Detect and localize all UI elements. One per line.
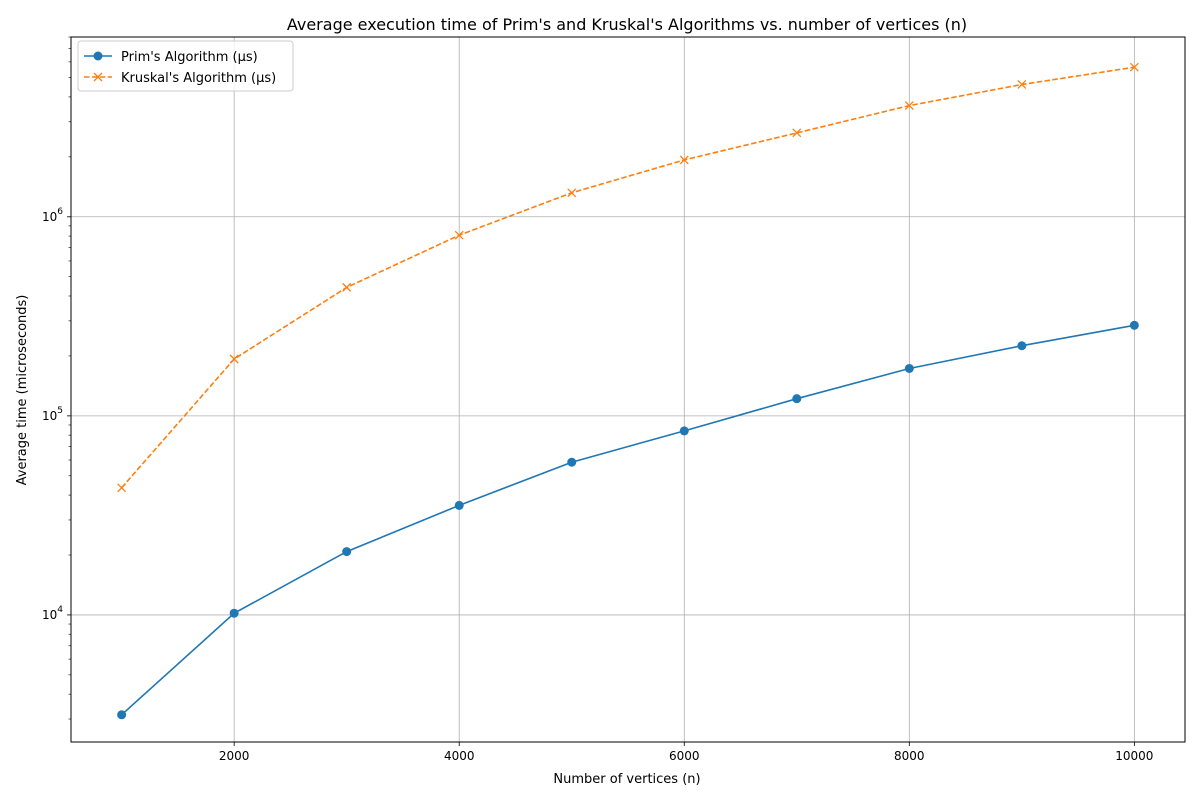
legend-prim-marker [93,51,103,61]
chart-title: Average execution time of Prim's and Kru… [287,15,967,34]
data-point [904,363,914,373]
data-point [1017,341,1027,351]
data-point [229,354,239,364]
data-point [117,483,127,493]
data-point [567,188,577,198]
data-point [1129,320,1139,330]
data-point [1017,80,1027,89]
y-tick-label: 104 [42,605,63,622]
plot-area-frame [70,36,1186,743]
data-point [117,710,127,720]
data-point [454,230,464,240]
legend-prim-label: Prim's Algorithm (μs) [121,50,258,65]
data-point [679,426,689,436]
y-tick-label: 106 [42,207,63,224]
x-tick-label: 6000 [669,749,700,763]
data-point [904,101,914,111]
legend-kruskal-marker [93,72,103,82]
legend: Prim's Algorithm (μs) Kruskal's Algorith… [77,40,294,92]
data-point [792,128,802,138]
legend-kruskal-label: Kruskal's Algorithm (μs) [121,71,276,86]
x-tick-label: 2000 [219,749,250,763]
data-point [1129,62,1139,72]
data-point [567,457,577,467]
data-point [454,500,464,510]
series-line [120,66,1135,489]
data-point [792,394,802,404]
data-point [229,608,239,618]
y-axis-ticks: 104 105 106 [42,36,71,720]
x-axis-label: Number of vertices (n) [553,772,700,787]
legend-box [77,40,294,92]
grid-lines [71,37,1185,742]
x-tick-label: 4000 [444,749,475,763]
x-tick-label: 10000 [1115,749,1153,763]
data-point [342,282,352,292]
x-axis-ticks: 2000 4000 6000 8000 10000 [219,742,1153,763]
data-point [679,155,689,165]
x-tick-label: 8000 [894,749,925,763]
y-tick-label: 105 [42,406,63,423]
series-line [121,324,1135,716]
series-layer [117,62,1139,720]
data-point [342,547,352,557]
y-axis-label: Average time (microseconds) [15,295,30,486]
